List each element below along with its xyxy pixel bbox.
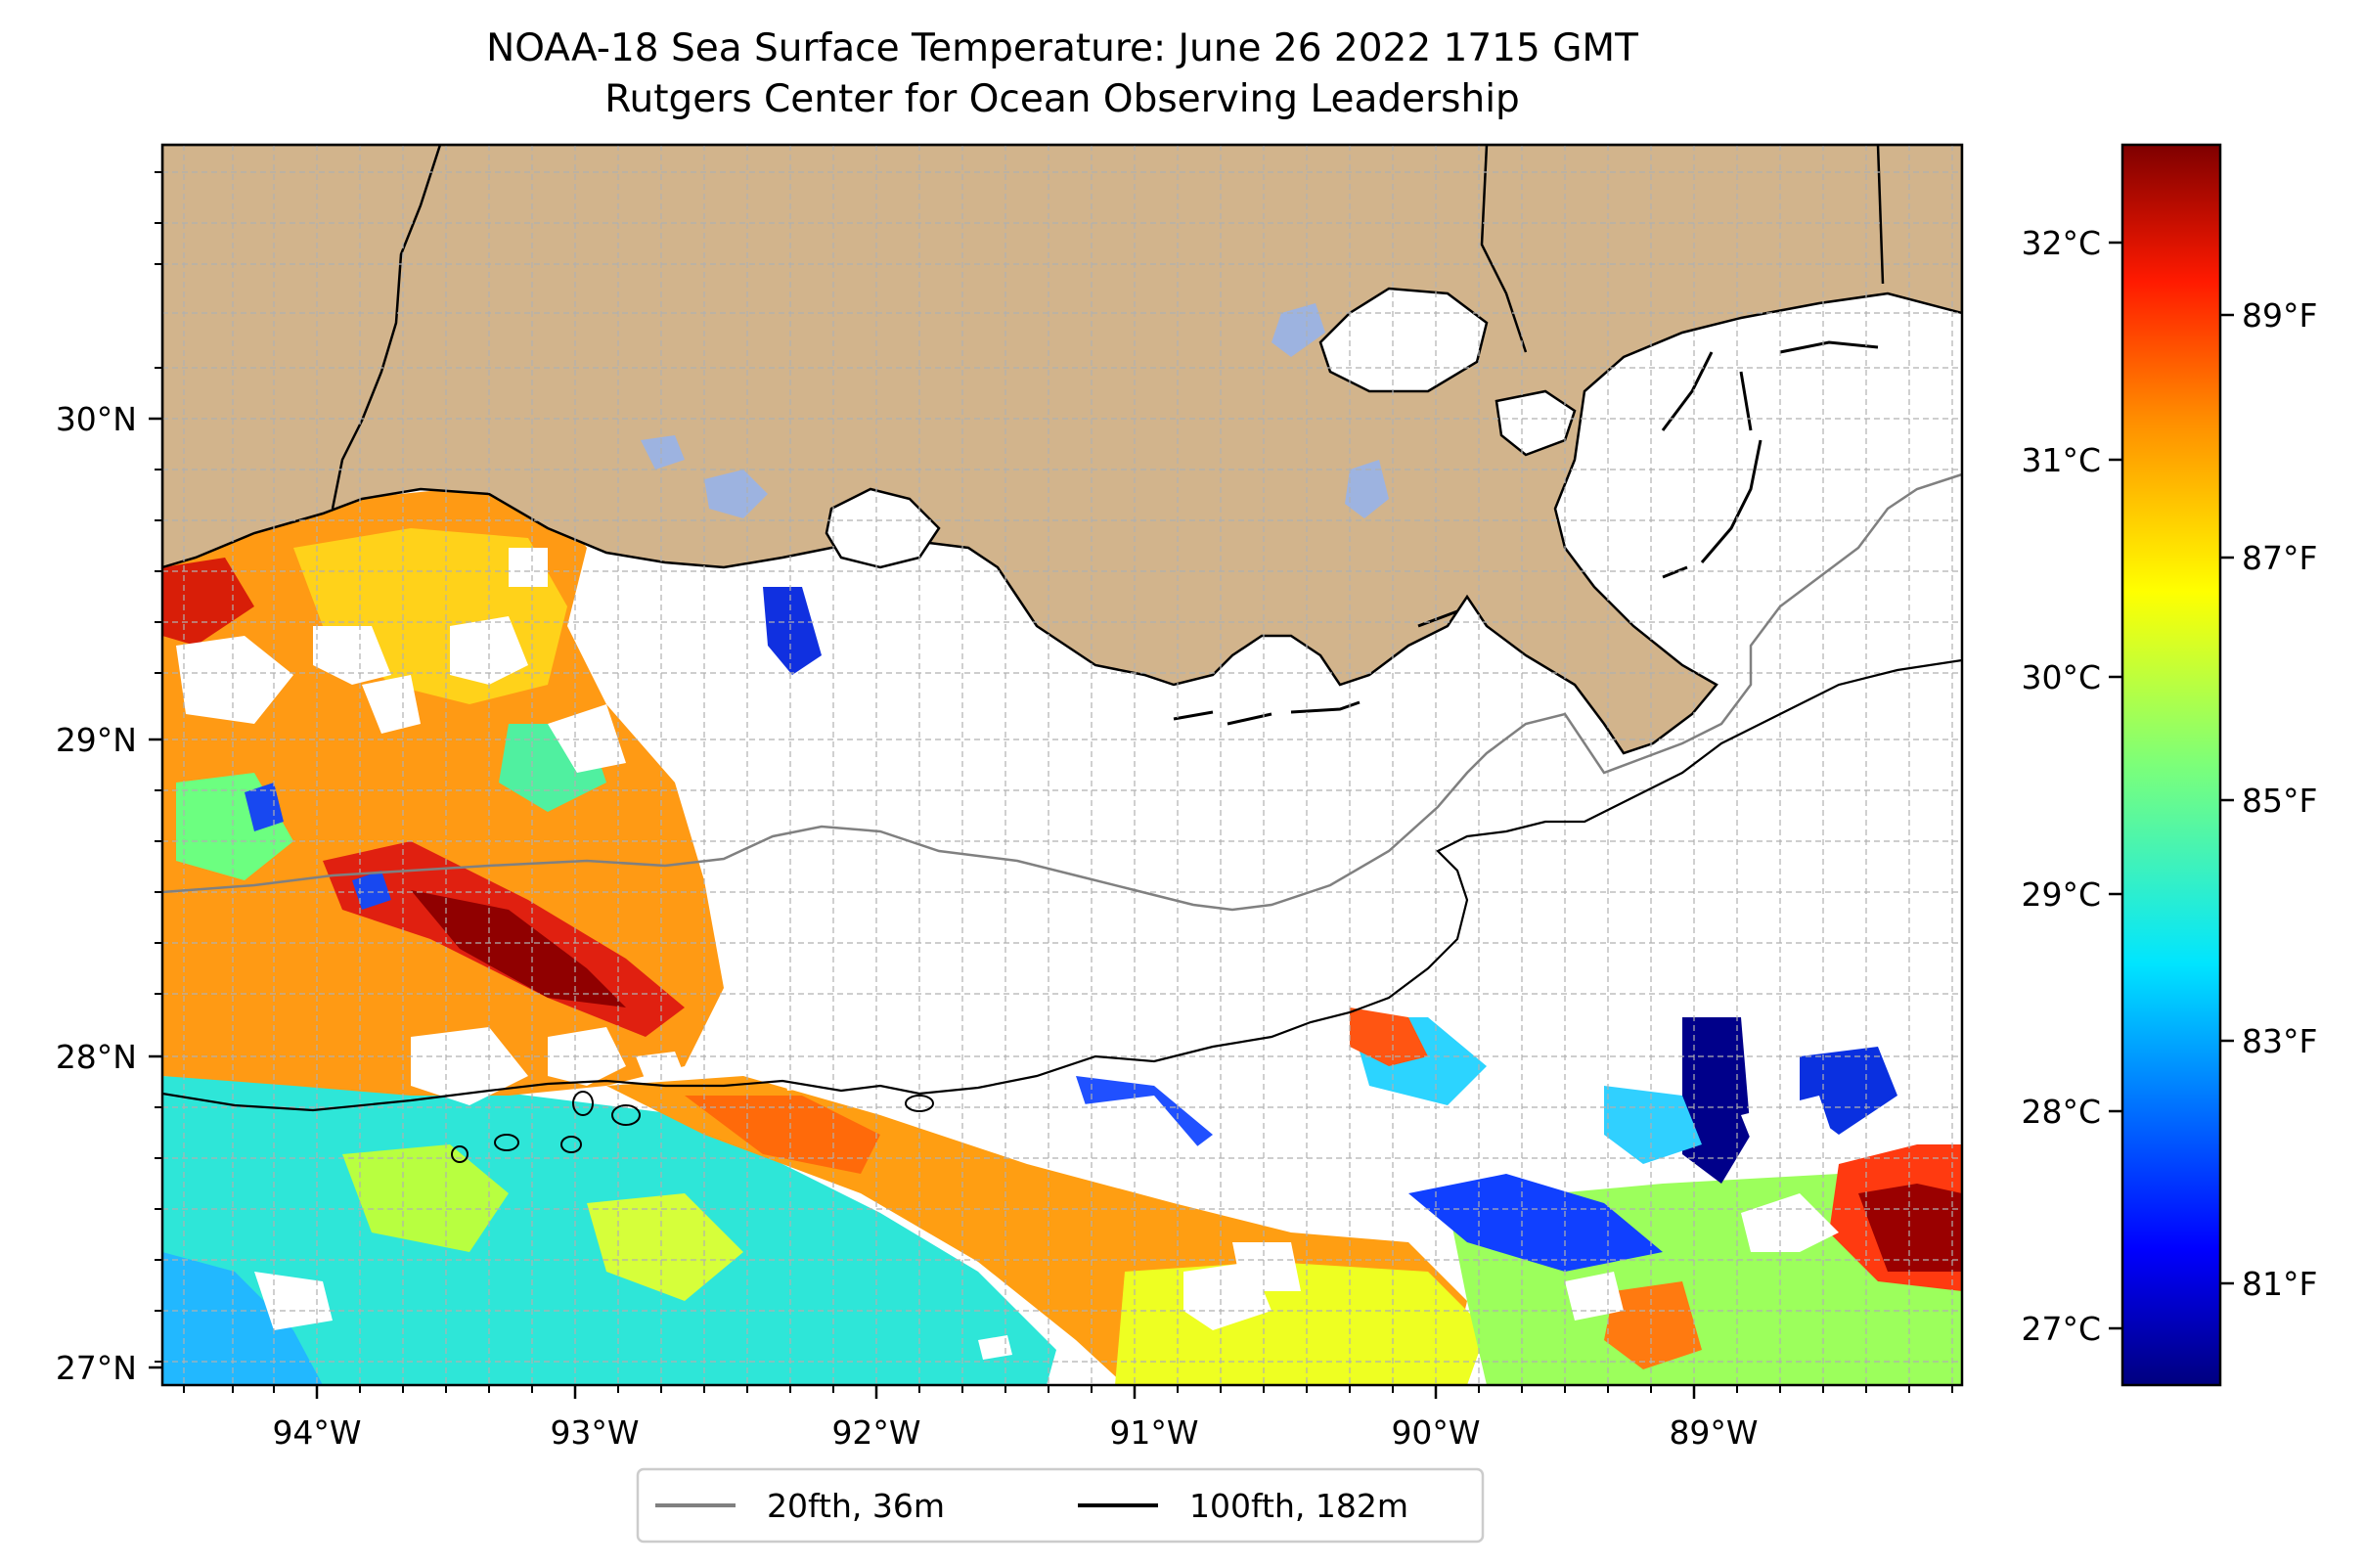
legend-label-20fth: 20fth, 36m (767, 1487, 945, 1525)
colorbar-f-85: 85°F (2242, 782, 2317, 820)
title-line-1: NOAA-18 Sea Surface Temperature: June 26… (486, 26, 1638, 70)
sst-warm-patch (1350, 1008, 1428, 1066)
lon-tick-92w: 92°W (831, 1413, 920, 1452)
map-area (162, 145, 1962, 1385)
barrier-islands (1173, 340, 1879, 726)
colorbar-gradient (2120, 143, 2222, 1387)
legend-label-100fth: 100fth, 182m (1189, 1487, 1408, 1525)
sst-se-hot (1858, 1184, 1962, 1272)
major-ticks (149, 417, 1696, 1399)
lat-tick-labels: 30°N 29°N 28°N 27°N (56, 400, 137, 1387)
colorbar-c-31: 31°C (2021, 441, 2101, 479)
cloud-gaps (176, 528, 1839, 1360)
sst-field (162, 391, 1962, 1385)
sst-orange-patch (1604, 1281, 1702, 1369)
colorbar-f-89: 89°F (2242, 296, 2317, 335)
lon-tick-labels: 94°W 93°W 92°W 91°W 90°W 89°W (272, 1413, 1758, 1452)
lake-pontchartrain (1318, 287, 1489, 393)
lat-tick-27n: 27°N (56, 1349, 137, 1387)
legend: 20fth, 36m 100fth, 182m (636, 1467, 1485, 1544)
title-line-2: Rutgers Center for Ocean Observing Leade… (604, 77, 1520, 121)
lon-tick-94w: 94°W (272, 1413, 361, 1452)
colorbar-f-87: 87°F (2242, 539, 2317, 577)
land-mass (162, 145, 1962, 755)
colorbar-f-81: 81°F (2242, 1265, 2317, 1303)
colorbar: 32°C 31°C 30°C 29°C 28°C 27°C 89°F 87°F … (2021, 143, 2317, 1387)
sst-yellow-band (1115, 1262, 1487, 1385)
sst-blue-speck (352, 871, 391, 910)
coastal-inlet (331, 145, 442, 510)
lon-tick-89w: 89°W (1669, 1413, 1758, 1452)
isobath-100fth-182m (162, 658, 1962, 1112)
lon-tick-90w: 90°W (1391, 1413, 1480, 1452)
colorbar-c-28: 28°C (2021, 1093, 2101, 1131)
state-border (1480, 145, 1885, 353)
legend-box (636, 1467, 1485, 1544)
lat-tick-28n: 28°N (56, 1038, 137, 1076)
colorbar-c-29: 29°C (2021, 875, 2101, 914)
lon-tick-91w: 91°W (1109, 1413, 1198, 1452)
contour-rings (451, 1091, 934, 1163)
sst-blue-patch (763, 587, 822, 675)
sst-cyan-region (162, 1252, 323, 1385)
sst-yellowgreen-patch (342, 1144, 509, 1252)
sst-cyan-patch (1604, 1086, 1702, 1164)
gridlines (162, 145, 1962, 1385)
lat-tick-29n: 29°N (56, 721, 137, 759)
sst-dark-red-core (411, 890, 626, 1008)
isobath-20fth-36m (162, 472, 1962, 912)
sst-nw-red (162, 558, 254, 646)
lat-tick-30n: 30°N (56, 400, 137, 438)
map-frame (160, 143, 1964, 1387)
lon-tick-93w: 93°W (550, 1413, 639, 1452)
colorbar-c-32: 32°C (2021, 224, 2101, 262)
sst-blue-patch (1408, 1174, 1663, 1272)
colorbar-c-27: 27°C (2021, 1310, 2101, 1348)
sst-orange-core (685, 1096, 880, 1174)
lakes (641, 303, 1389, 518)
colorbar-f-83: 83°F (2242, 1022, 2317, 1060)
colorbar-c-30: 30°C (2021, 658, 2101, 696)
